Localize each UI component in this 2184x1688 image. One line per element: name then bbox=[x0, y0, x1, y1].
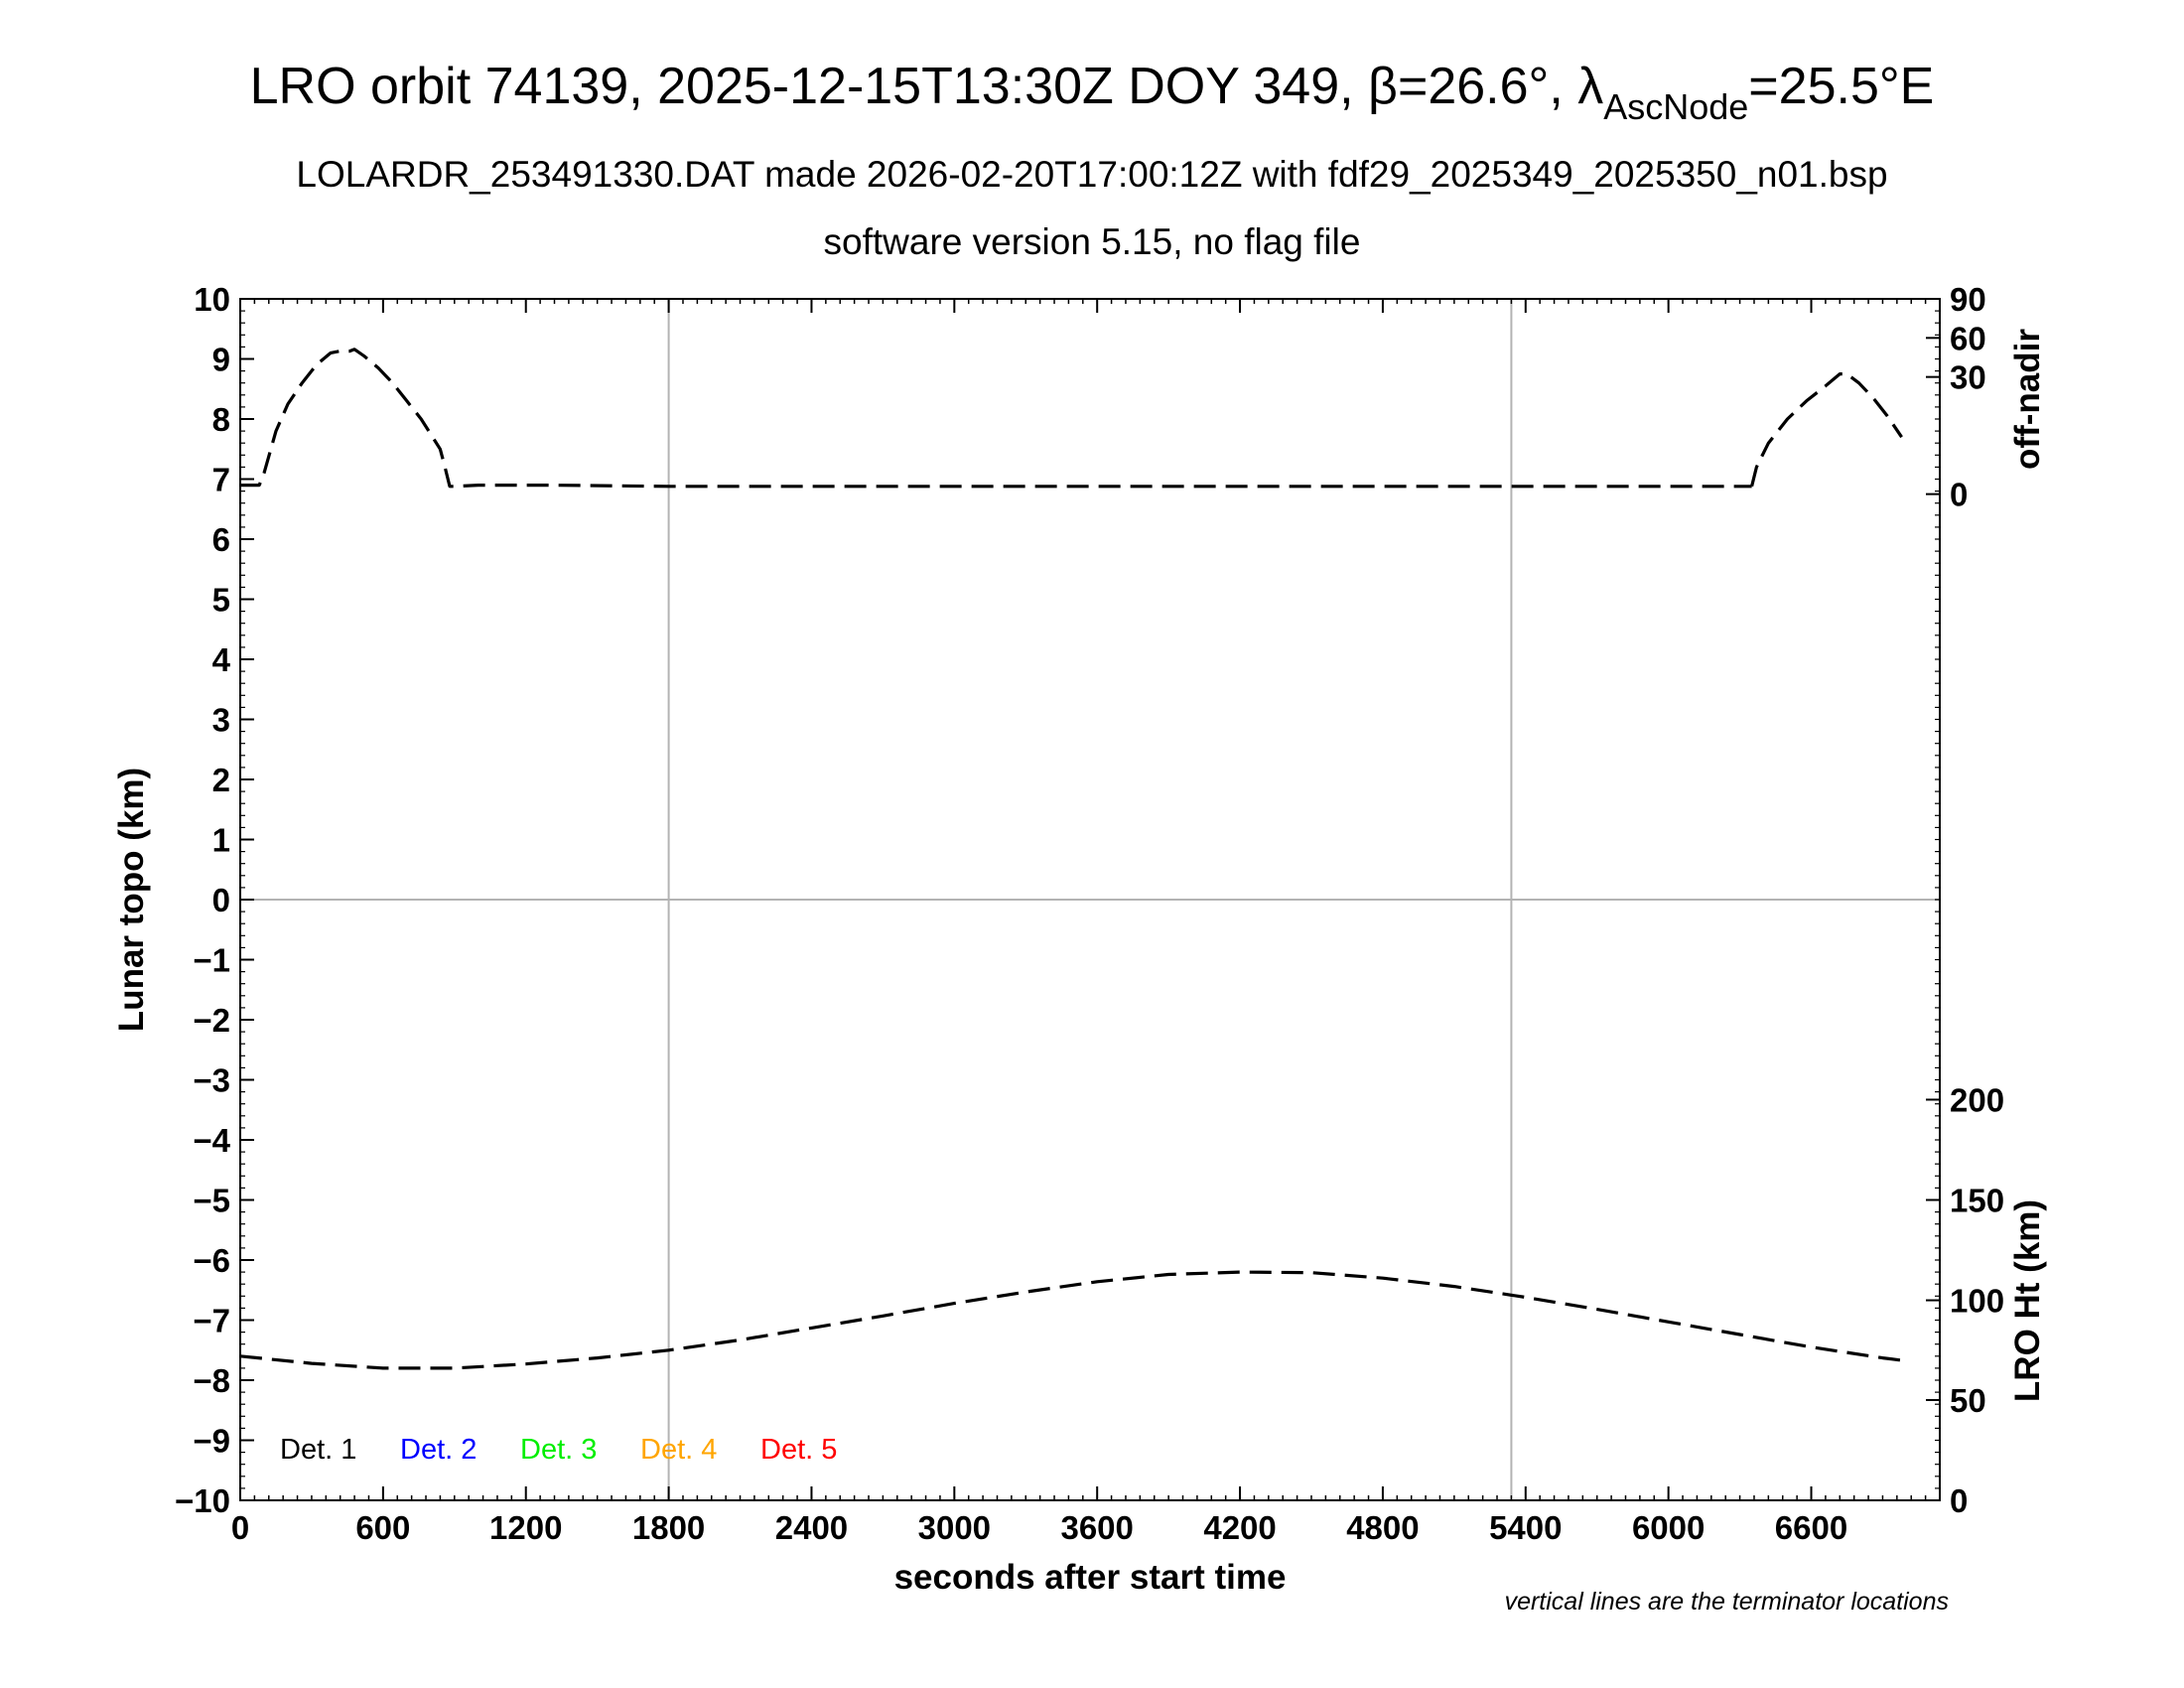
series-line bbox=[239, 1270, 1907, 1370]
legend-item: Det. 2 bbox=[400, 1434, 477, 1466]
series-line bbox=[240, 348, 1752, 489]
x-tick-label: 6600 bbox=[1775, 1509, 1847, 1546]
y-tick-label: −4 bbox=[193, 1122, 230, 1159]
y-tick-label: 10 bbox=[194, 281, 230, 318]
y-tick-label: −7 bbox=[193, 1303, 230, 1339]
x-tick-label: 3000 bbox=[918, 1509, 991, 1546]
offnadir-tick-label: 60 bbox=[1950, 320, 1986, 356]
x-axis-label: seconds after start time bbox=[894, 1558, 1287, 1597]
x-tick-label: 3600 bbox=[1060, 1509, 1133, 1546]
legend-item: Det. 1 bbox=[280, 1434, 356, 1466]
legend-item: Det. 3 bbox=[520, 1434, 597, 1466]
chart-subtitle-2: software version 5.15, no flag file bbox=[824, 221, 1361, 262]
x-tick-label: 1800 bbox=[632, 1509, 705, 1546]
terminator-note: vertical lines are the terminator locati… bbox=[1505, 1588, 1949, 1616]
y-tick-label: −5 bbox=[193, 1183, 230, 1219]
y-tick-label: −10 bbox=[175, 1482, 230, 1519]
right-bottom-axis-label: LRO Ht (km) bbox=[2008, 1199, 2047, 1402]
lro-ht-tick-label: 200 bbox=[1950, 1081, 2004, 1118]
y-tick-label: 4 bbox=[212, 641, 231, 678]
x-tick-label: 5400 bbox=[1489, 1509, 1562, 1546]
y-tick-label: −1 bbox=[193, 942, 230, 979]
x-tick-label: 4200 bbox=[1203, 1509, 1276, 1546]
x-tick-label: 0 bbox=[231, 1509, 249, 1546]
y-axis-label: Lunar topo (km) bbox=[112, 768, 151, 1032]
offnadir-tick-label: 0 bbox=[1950, 477, 1968, 513]
series-layer bbox=[239, 348, 1907, 1370]
x-tick-label: 600 bbox=[355, 1509, 410, 1546]
right-top-axis-label: off-nadir bbox=[2008, 329, 2047, 470]
series-line bbox=[1750, 372, 1903, 488]
chart-title: LRO orbit 74139, 2025-12-15T13:30Z DOY 3… bbox=[250, 58, 1935, 127]
y-tick-label: 0 bbox=[212, 882, 230, 918]
offnadir-tick-label: 90 bbox=[1950, 281, 1986, 318]
legend-item: Det. 4 bbox=[640, 1434, 717, 1466]
legend: Det. 1 Det. 2 Det. 3 Det. 4 Det. 5 bbox=[280, 1434, 837, 1466]
y-tick-label: 9 bbox=[212, 342, 230, 378]
grid-layer bbox=[240, 299, 1940, 1500]
y-tick-label: −2 bbox=[193, 1002, 230, 1039]
chart-subtitle-1: LOLARDR_253491330.DAT made 2026-02-20T17… bbox=[296, 154, 1887, 195]
offnadir-tick-label: 30 bbox=[1950, 359, 1986, 396]
y-tick-label: 1 bbox=[212, 822, 230, 859]
lro-ht-tick-label: 50 bbox=[1950, 1382, 1986, 1419]
lro-ht-tick-label: 150 bbox=[1950, 1183, 2004, 1219]
x-tick-label: 1200 bbox=[489, 1509, 562, 1546]
y-tick-label: 7 bbox=[212, 462, 230, 498]
y-tick-label: −6 bbox=[193, 1242, 230, 1279]
y-tick-label: 6 bbox=[212, 521, 230, 558]
legend-item: Det. 5 bbox=[760, 1434, 837, 1466]
y-tick-label: 2 bbox=[212, 762, 230, 798]
x-tick-label: 4800 bbox=[1346, 1509, 1419, 1546]
y-tick-label: −3 bbox=[193, 1062, 230, 1099]
y-tick-label: 5 bbox=[212, 582, 230, 619]
y-tick-label: −9 bbox=[193, 1423, 230, 1460]
lro-ht-tick-label: 0 bbox=[1950, 1482, 1968, 1519]
lro-ht-tick-label: 100 bbox=[1950, 1283, 2004, 1320]
axes-layer: 0 600 1200 1800 2400 3000 3600 4200 4800 5400 6000… bbox=[175, 281, 2004, 1546]
y-tick-label: 3 bbox=[212, 702, 230, 739]
x-tick-label: 6000 bbox=[1632, 1509, 1705, 1546]
y-tick-label: −8 bbox=[193, 1362, 230, 1399]
y-tick-label: 8 bbox=[212, 401, 230, 438]
x-tick-label: 2400 bbox=[775, 1509, 848, 1546]
